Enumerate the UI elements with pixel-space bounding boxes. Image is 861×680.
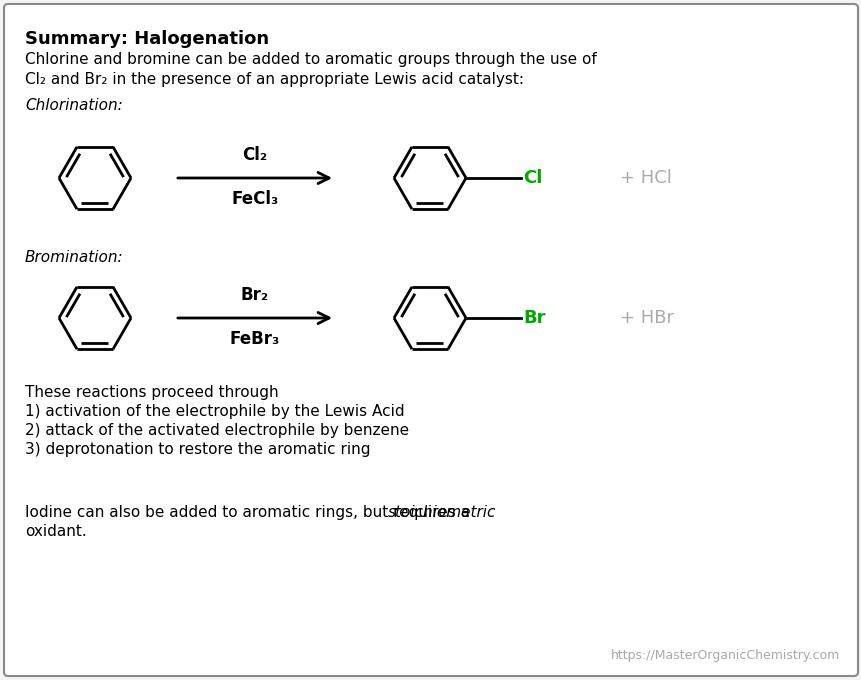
Text: Bromination:: Bromination: <box>25 250 123 265</box>
FancyBboxPatch shape <box>4 4 857 676</box>
Text: stoichiometric: stoichiometric <box>387 505 496 520</box>
Text: 3) deprotonation to restore the aromatic ring: 3) deprotonation to restore the aromatic… <box>25 442 370 457</box>
Text: FeCl₃: FeCl₃ <box>231 190 278 208</box>
Text: Br₂: Br₂ <box>241 286 269 304</box>
Text: 2) attack of the activated electrophile by benzene: 2) attack of the activated electrophile … <box>25 423 409 438</box>
Text: Iodine can also be added to aromatic rings, but requires a: Iodine can also be added to aromatic rin… <box>25 505 474 520</box>
Text: Cl₂: Cl₂ <box>242 146 267 164</box>
Text: FeBr₃: FeBr₃ <box>230 330 280 348</box>
Text: Chlorination:: Chlorination: <box>25 98 122 113</box>
Text: Cl₂ and Br₂ in the presence of an appropriate Lewis acid catalyst:: Cl₂ and Br₂ in the presence of an approp… <box>25 72 523 87</box>
Text: Summary: Halogenation: Summary: Halogenation <box>25 30 269 48</box>
Text: + HCl: + HCl <box>619 169 671 187</box>
Text: oxidant.: oxidant. <box>25 524 87 539</box>
Text: Br: Br <box>523 309 545 327</box>
Text: Chlorine and bromine can be added to aromatic groups through the use of: Chlorine and bromine can be added to aro… <box>25 52 596 67</box>
Text: These reactions proceed through: These reactions proceed through <box>25 385 278 400</box>
Text: 1) activation of the electrophile by the Lewis Acid: 1) activation of the electrophile by the… <box>25 404 404 419</box>
Text: https://MasterOrganicChemistry.com: https://MasterOrganicChemistry.com <box>610 649 839 662</box>
Text: Cl: Cl <box>523 169 542 187</box>
Text: + HBr: + HBr <box>619 309 673 327</box>
